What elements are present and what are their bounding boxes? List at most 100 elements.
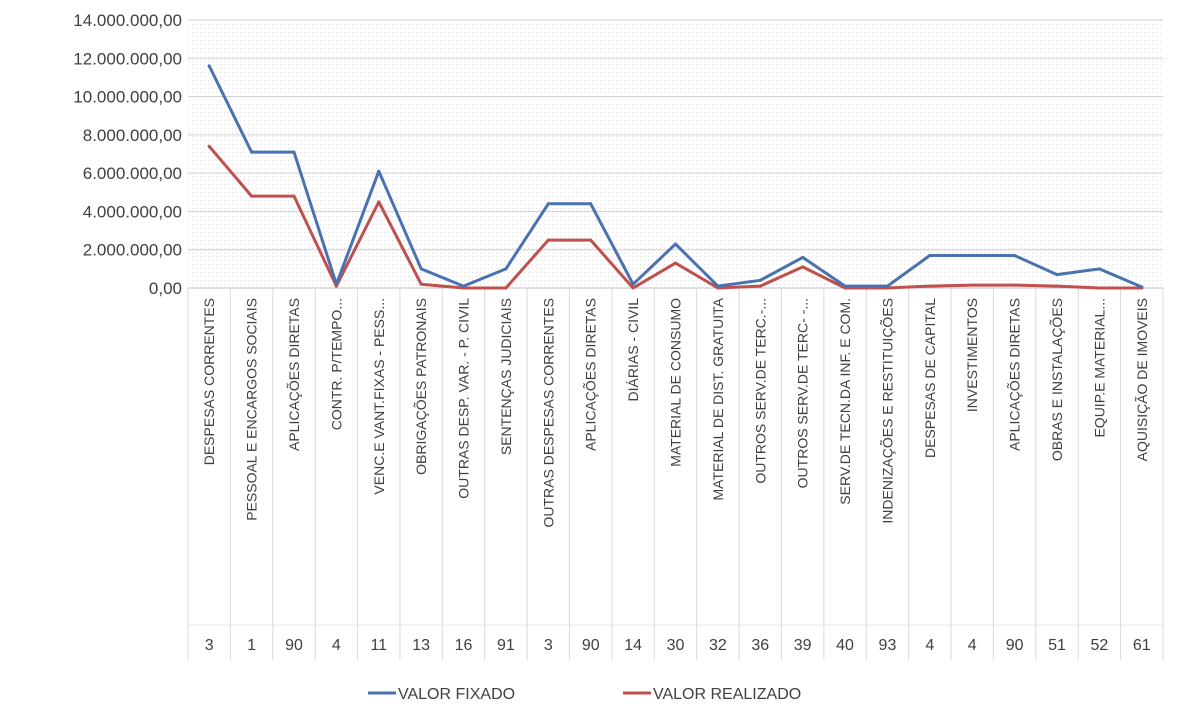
x-code-label: 51 bbox=[1048, 637, 1066, 654]
data-point bbox=[758, 278, 762, 282]
data-point bbox=[801, 255, 805, 259]
legend: VALOR FIXADO VALOR REALIZADO bbox=[368, 686, 801, 703]
x-category-label: DESPESAS DE CAPITAL bbox=[922, 298, 938, 458]
plot-area bbox=[188, 20, 1163, 288]
x-category-label: MATERIAL DE DIST. GRATUITA bbox=[710, 297, 726, 500]
data-point bbox=[292, 150, 296, 154]
x-code-label: 4 bbox=[925, 637, 934, 654]
x-code-label: 16 bbox=[455, 637, 473, 654]
x-category-label: APLICAÇÕES DIRETAS bbox=[286, 298, 302, 451]
data-point bbox=[292, 194, 296, 198]
data-point bbox=[631, 286, 635, 290]
legend-label: VALOR FIXADO bbox=[398, 686, 515, 703]
x-code-label: 32 bbox=[709, 637, 727, 654]
x-code-label: 90 bbox=[582, 637, 600, 654]
data-point bbox=[674, 261, 677, 265]
x-code-label: 4 bbox=[332, 637, 341, 654]
x-category-label: MATERIAL DE CONSUMO bbox=[668, 298, 684, 467]
x-code-label: 61 bbox=[1133, 637, 1151, 654]
x-code-label: 39 bbox=[794, 637, 812, 654]
x-category-label: AQUISIÇÃO DE IMOVEIS bbox=[1134, 298, 1150, 461]
x-category-label: OBRIGAÇÕES PATRONAIS bbox=[413, 298, 429, 475]
y-tick-label: 8.000.000,00 bbox=[83, 126, 182, 145]
data-point bbox=[1140, 285, 1144, 289]
x-category-label: SENTENÇAS JUDICIAIS bbox=[498, 298, 514, 455]
data-point bbox=[1013, 253, 1017, 257]
legend-label: VALOR REALIZADO bbox=[653, 686, 801, 703]
x-code-label: 3 bbox=[544, 637, 553, 654]
data-point bbox=[589, 238, 593, 242]
x-code-label: 1 bbox=[247, 637, 256, 654]
data-point bbox=[546, 238, 550, 242]
x-category-label: OBRAS E INSTALAÇÕES bbox=[1049, 298, 1065, 461]
data-point bbox=[419, 267, 423, 271]
plot-background bbox=[188, 20, 1163, 288]
x-category-label: CONTR. P/TEMPO... bbox=[328, 298, 344, 430]
x-category-label: INVESTIMENTOS bbox=[964, 298, 980, 412]
data-point bbox=[504, 286, 508, 290]
data-point bbox=[334, 282, 338, 286]
x-code-label: 40 bbox=[836, 637, 854, 654]
x-category-label: INDENIZAÇÕES E RESTITUIÇÕES bbox=[879, 298, 895, 524]
data-point bbox=[504, 267, 508, 271]
y-axis: 0,00 2.000.000,00 4.000.000,00 6.000.000,00… bbox=[73, 11, 182, 298]
data-point bbox=[377, 169, 381, 173]
x-code-label: 90 bbox=[1006, 637, 1024, 654]
series-group bbox=[207, 64, 1144, 290]
data-point bbox=[631, 282, 635, 286]
data-point bbox=[970, 283, 974, 287]
x-axis: DESPESAS CORRENTES 3 PESSOAL E ENCARGOS SO… bbox=[187, 287, 1164, 660]
x-code-label: 90 bbox=[285, 637, 303, 654]
x-code-label: 91 bbox=[497, 637, 515, 654]
data-point bbox=[250, 150, 254, 154]
data-point bbox=[716, 284, 720, 288]
data-point bbox=[207, 144, 211, 148]
x-category-label: EQUIP.E MATERIAL... bbox=[1091, 298, 1107, 438]
x-category-label: VENC.E VANT.FIXAS - PESS... bbox=[371, 298, 387, 495]
x-code-label: 93 bbox=[879, 637, 897, 654]
x-code-label: 11 bbox=[370, 637, 387, 654]
x-code-label: 30 bbox=[667, 637, 685, 654]
y-tick-label: 2.000.000,00 bbox=[83, 241, 182, 260]
data-point bbox=[377, 200, 381, 204]
y-tick-label: 4.000.000,00 bbox=[83, 202, 182, 221]
data-point bbox=[843, 284, 847, 288]
data-point bbox=[1055, 273, 1059, 277]
data-point bbox=[1055, 284, 1059, 288]
data-point bbox=[250, 194, 254, 198]
data-point bbox=[589, 202, 593, 206]
x-category-label: OUTROS SERV.DE TERC- -... bbox=[795, 298, 811, 488]
y-tick-label: 6.000.000,00 bbox=[83, 164, 182, 183]
data-point bbox=[758, 284, 762, 288]
x-code-label: 14 bbox=[624, 637, 642, 654]
data-point bbox=[1097, 267, 1101, 271]
x-category-label: APLICAÇÕES DIRETAS bbox=[583, 298, 599, 451]
x-category-label: APLICAÇÕES DIRETAS bbox=[1007, 298, 1023, 451]
x-code-label: 52 bbox=[1091, 637, 1109, 654]
x-category-label: OUTROS SERV.DE TERC.-... bbox=[752, 298, 768, 484]
data-point bbox=[419, 282, 423, 286]
x-code-label: 36 bbox=[751, 637, 769, 654]
x-category-label: DIÁRIAS - CIVIL bbox=[625, 298, 641, 402]
x-category-label: PESSOAL E ENCARGOS SOCIAIS bbox=[244, 298, 260, 521]
y-tick-label: 10.000.000,00 bbox=[73, 88, 182, 107]
data-point bbox=[885, 284, 889, 288]
data-point bbox=[970, 253, 974, 257]
y-tick-label: 14.000.000,00 bbox=[73, 11, 182, 30]
x-code-label: 4 bbox=[968, 637, 977, 654]
data-point bbox=[546, 202, 550, 206]
x-category-label: SERV.DE TECN.DA INF. E COM. bbox=[837, 298, 853, 505]
data-point bbox=[801, 265, 805, 269]
x-code-label: 13 bbox=[412, 637, 430, 654]
y-tick-label: 0,00 bbox=[149, 279, 182, 298]
x-category-label: OUTRAS DESPESAS CORRENTES bbox=[540, 298, 556, 528]
x-category-label: DESPESAS CORRENTES bbox=[201, 298, 217, 465]
x-category-label: OUTRAS DESP. VAR. - P. CIVIL bbox=[456, 298, 472, 499]
data-point bbox=[928, 253, 932, 257]
x-code-label: 3 bbox=[205, 637, 214, 654]
data-point bbox=[674, 242, 677, 246]
data-point bbox=[207, 64, 211, 68]
data-point bbox=[928, 284, 932, 288]
